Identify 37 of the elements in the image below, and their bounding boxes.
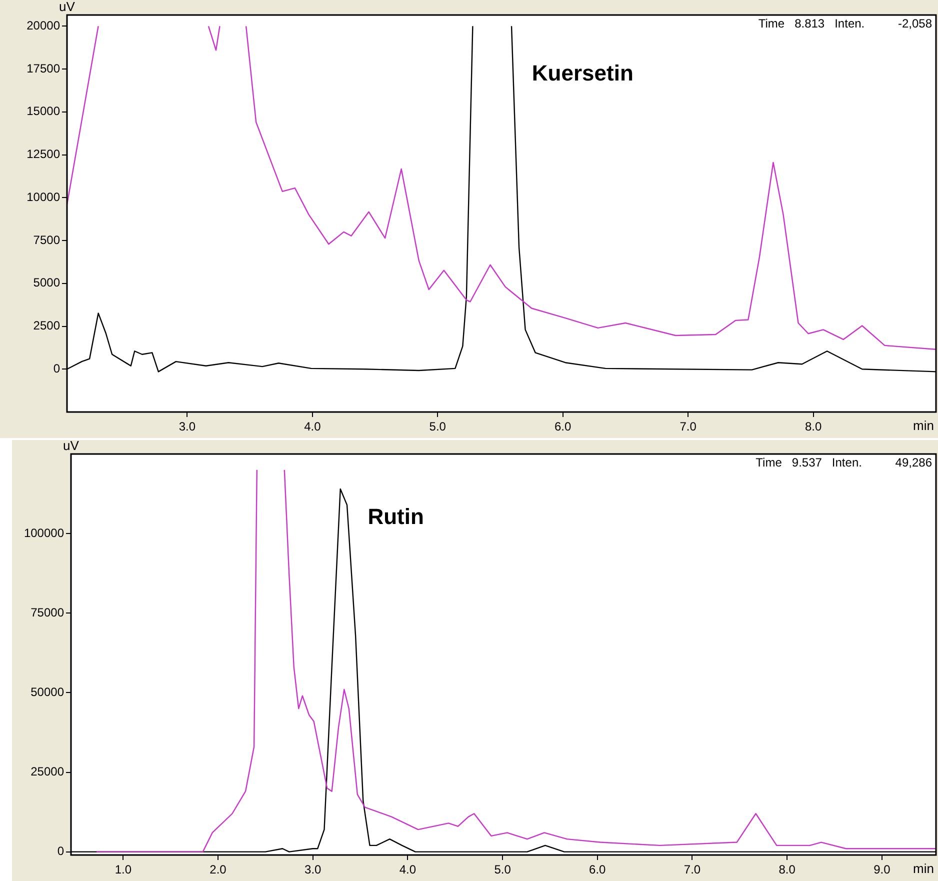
x-tick-label: 4.0 <box>399 862 416 877</box>
x-tick-label: 7.0 <box>680 420 697 434</box>
annotation: Time 9.537 Inten. 49,286 <box>756 455 932 470</box>
y-tick-label: 0 <box>53 361 60 376</box>
x-tick-label: 6.0 <box>589 862 606 877</box>
y-tick-label: 75000 <box>30 605 64 620</box>
y-tick-label: 10000 <box>26 190 60 204</box>
x-tick-label: 8.0 <box>804 420 822 434</box>
annotation: Kuersetin <box>532 60 634 86</box>
x-tick-label: 2.0 <box>210 862 227 877</box>
y-axis-title: uV <box>63 438 80 454</box>
y-tick-label: 100000 <box>24 526 64 540</box>
x-tick-label: 7.0 <box>684 862 701 877</box>
y-tick-label: 20000 <box>26 18 60 32</box>
x-tick-label: 1.0 <box>114 862 132 877</box>
y-tick-label: 17500 <box>26 61 60 76</box>
x-tick-label: 9.0 <box>874 862 891 877</box>
x-tick-label: 8.0 <box>778 862 796 877</box>
y-tick-label: 0 <box>57 844 64 858</box>
x-tick-label: 5.0 <box>494 862 512 877</box>
x-tick-label: 5.0 <box>429 420 446 434</box>
y-tick-label: 25000 <box>30 764 64 779</box>
x-tick-label: 6.0 <box>554 420 572 434</box>
x-tick-label: 3.0 <box>178 420 196 434</box>
y-tick-label: 5000 <box>33 276 60 290</box>
annotation: Rutin <box>368 504 424 530</box>
x-tick-label: 3.0 <box>304 862 322 877</box>
annotation: Time 8.813 Inten. -2,058 <box>758 16 932 30</box>
x-axis-title: min <box>913 861 934 876</box>
y-tick-label: 50000 <box>30 685 64 700</box>
y-tick-label: 15000 <box>26 104 60 118</box>
x-axis-title: min <box>913 418 934 434</box>
x-tick-label: 4.0 <box>304 420 322 434</box>
y-tick-label: 12500 <box>26 147 60 162</box>
y-axis-title: uV <box>59 0 76 14</box>
y-tick-label: 2500 <box>33 318 60 333</box>
y-tick-label: 7500 <box>33 232 60 247</box>
